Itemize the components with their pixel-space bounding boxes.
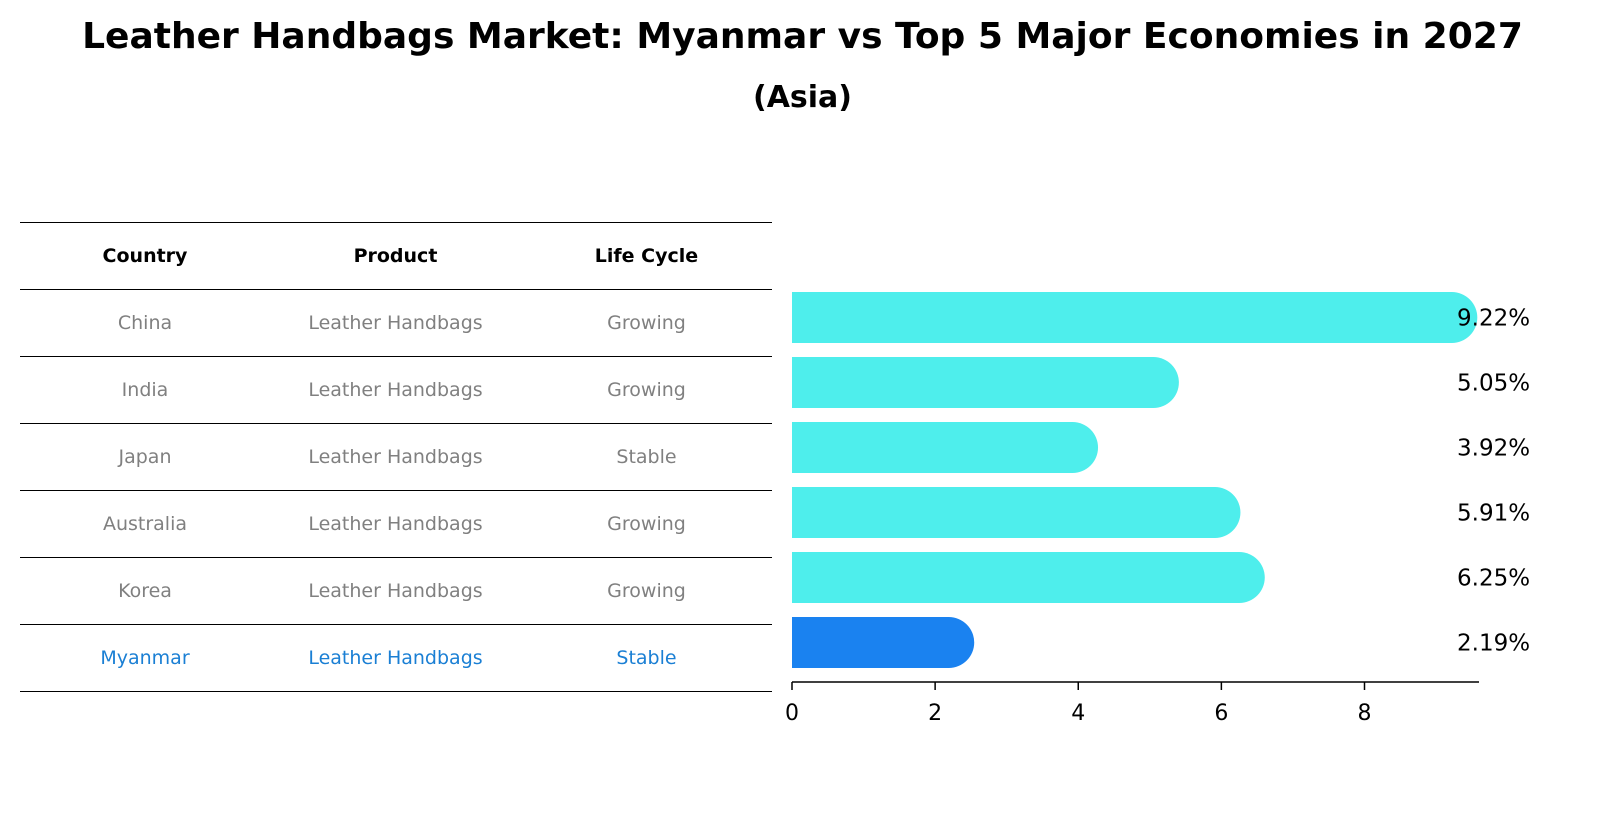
- value-label-japan: 3.92%: [1457, 436, 1530, 462]
- chart-title: Leather Handbags Market: Myanmar vs Top …: [82, 16, 1523, 57]
- cell-country: Australia: [20, 490, 270, 558]
- value-label-myanmar: 2.19%: [1457, 631, 1530, 657]
- value-label-australia: 5.91%: [1457, 501, 1530, 527]
- table-row: Korea Leather Handbags Growing: [20, 557, 772, 625]
- bar-korea: [792, 552, 1265, 603]
- cell-product: Leather Handbags: [270, 356, 521, 424]
- cell-life-cycle: Stable: [521, 624, 772, 692]
- bar-chart: 9.22% 5.05% 3.92% 5.91% 6.25% 2.19% 0 2 4 6 8: [785, 292, 1530, 726]
- x-tick-label: 2: [928, 701, 942, 726]
- bar-china: [792, 292, 1478, 343]
- x-tick-label: 0: [785, 701, 799, 726]
- cell-life-cycle: Growing: [521, 289, 772, 357]
- bar-japan: [792, 422, 1099, 473]
- cell-country: Korea: [20, 557, 270, 625]
- cell-life-cycle: Growing: [521, 356, 772, 424]
- cell-product: Leather Handbags: [270, 423, 521, 491]
- bar-australia: [792, 487, 1241, 538]
- table-row: China Leather Handbags Growing: [20, 289, 772, 357]
- cell-country: China: [20, 289, 270, 357]
- bar-india: [792, 357, 1179, 408]
- cell-life-cycle: Stable: [521, 423, 772, 491]
- cell-country: India: [20, 356, 270, 424]
- table-row: India Leather Handbags Growing: [20, 356, 772, 424]
- cell-life-cycle: Growing: [521, 557, 772, 625]
- cell-product: Leather Handbags: [270, 624, 521, 692]
- value-label-india: 5.05%: [1457, 371, 1530, 397]
- cell-product: Leather Handbags: [270, 557, 521, 625]
- chart-subtitle: (Asia): [752, 80, 853, 115]
- cell-life-cycle: Growing: [521, 490, 772, 558]
- value-label-china: 9.22%: [1457, 306, 1530, 332]
- x-tick-label: 4: [1071, 701, 1085, 726]
- table-row: Australia Leather Handbags Growing: [20, 490, 772, 558]
- cell-product: Leather Handbags: [270, 289, 521, 357]
- x-tick-label: 6: [1214, 701, 1228, 726]
- table-row-highlight: Myanmar Leather Handbags Stable: [20, 624, 772, 692]
- table-header-row: Country Product Life Cycle: [20, 222, 772, 290]
- bar-myanmar: [792, 617, 975, 668]
- value-label-korea: 6.25%: [1457, 566, 1530, 592]
- x-tick-label: 8: [1358, 701, 1372, 726]
- header-product: Product: [270, 222, 521, 290]
- cell-country: Myanmar: [20, 624, 270, 692]
- cell-product: Leather Handbags: [270, 490, 521, 558]
- header-life-cycle: Life Cycle: [521, 222, 772, 290]
- table-row: Japan Leather Handbags Stable: [20, 423, 772, 491]
- header-country: Country: [20, 222, 270, 290]
- market-table: Country Product Life Cycle China Leather…: [20, 222, 772, 692]
- cell-country: Japan: [20, 423, 270, 491]
